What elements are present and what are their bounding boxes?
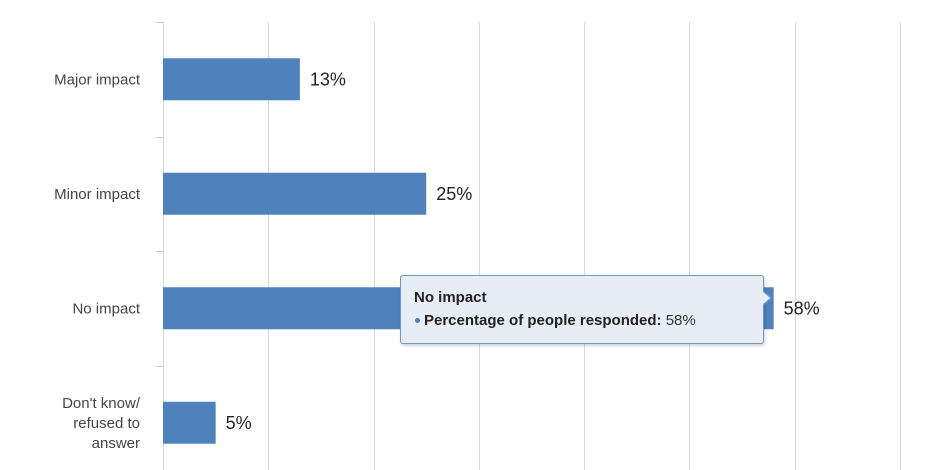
tooltip-value: 58% (665, 312, 696, 329)
bar-3[interactable] (163, 401, 216, 444)
tooltip-pointer (762, 290, 772, 306)
data-label-2: 58% (784, 298, 820, 318)
bar-1[interactable] (163, 172, 427, 215)
category-label-line: Major impact (54, 71, 141, 88)
category-label-line: Don't know/ (62, 395, 141, 412)
data-label-0: 13% (310, 69, 346, 89)
data-label-3: 5% (226, 413, 252, 433)
category-labels: Major impact Minor impact No impact Don't k… (54, 71, 141, 452)
category-label-3: Don't know/refused to answer (62, 395, 141, 452)
chart-tooltip: No impact Percentage of people responded… (400, 275, 772, 344)
tooltip-title: No impact (414, 289, 487, 306)
category-label-line: answer (92, 435, 140, 452)
tooltip-row: Percentage of people responded: 58% (414, 311, 750, 331)
data-label-1: 25% (436, 184, 472, 204)
bars (163, 58, 774, 444)
category-label-line: Minor impact (54, 186, 141, 203)
data-labels: 13% 25% 58% 5% (226, 69, 820, 433)
category-label-1: Minor impact (54, 186, 141, 203)
category-label-0: Major impact (54, 71, 141, 88)
category-ticks (156, 22, 163, 367)
bar-0[interactable] (163, 58, 300, 101)
series-dot-icon (415, 317, 420, 323)
tooltip-series-label: Percentage of people responded: (424, 312, 662, 329)
category-label-2: No impact (72, 300, 140, 317)
category-label-line: refused to (73, 415, 140, 432)
category-label-line: No impact (72, 300, 140, 317)
